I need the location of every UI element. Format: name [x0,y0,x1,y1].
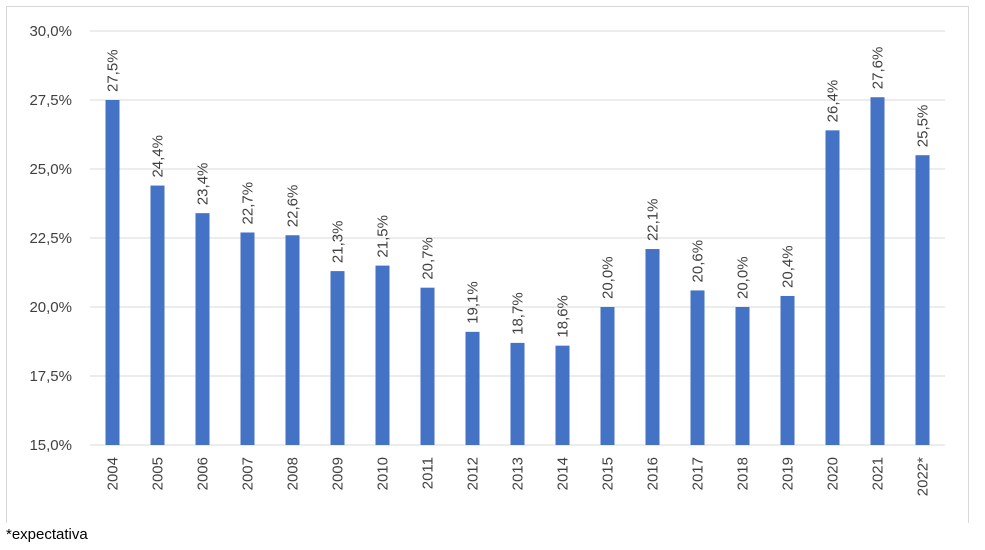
x-tick-label: 2007 [240,457,257,490]
bar [150,185,165,445]
y-tick-label: 22,5% [29,230,72,247]
y-tick-label: 15,0% [29,437,72,454]
y-tick-label: 17,5% [29,368,72,385]
x-tick-label: 2006 [195,457,212,490]
bar [330,271,345,445]
x-tick-label: 2013 [510,457,527,490]
x-tick-label: 2005 [150,457,167,490]
x-tick-label: 2019 [780,457,797,490]
footnote: *expectativa [6,526,88,543]
bar [195,213,210,445]
x-tick-label: 2012 [465,457,482,490]
data-label: 20,0% [600,256,617,299]
x-tick-label: 2022* [915,457,932,496]
y-tick-label: 27,5% [29,92,72,109]
bar [105,100,120,445]
data-label: 22,1% [645,198,662,241]
data-label: 19,1% [465,281,482,324]
x-tick-label: 2015 [600,457,617,490]
x-tick-label: 2008 [285,457,302,490]
data-label: 21,5% [375,215,392,258]
bar [420,287,435,445]
data-label: 21,3% [330,221,347,264]
x-tick-label: 2011 [420,457,437,489]
bar [600,307,615,445]
data-label: 20,7% [420,237,437,280]
x-tick-label: 2014 [555,457,572,490]
data-label: 26,4% [825,80,842,123]
bar [735,307,750,445]
bar [825,130,840,446]
y-tick-label: 25,0% [29,161,72,178]
y-tick-label: 20,0% [29,299,72,316]
bar [870,97,885,446]
bar [465,331,480,445]
y-tick-label: 30,0% [29,23,72,40]
x-tick-label: 2021 [870,457,887,490]
data-label: 25,5% [915,105,932,148]
x-tick-label: 2004 [105,457,122,490]
data-label: 22,6% [285,185,302,228]
data-label: 18,6% [555,295,572,338]
bar [915,155,930,445]
data-label: 18,7% [510,292,527,335]
x-tick-label: 2009 [330,457,347,490]
data-label: 27,6% [870,47,887,90]
bar [645,249,660,445]
bar [510,342,525,445]
bar [780,295,795,445]
bar [375,265,390,445]
x-tick-label: 2020 [825,457,842,490]
bar [240,232,255,445]
bar [285,235,300,445]
x-tick-label: 2018 [735,457,752,490]
data-label: 20,4% [780,245,797,288]
bar [555,345,570,445]
data-label: 20,0% [735,256,752,299]
data-label: 24,4% [150,135,167,178]
x-tick-label: 2016 [645,457,662,490]
x-tick-label: 2010 [375,457,392,490]
chart-frame [6,6,969,523]
x-tick-label: 2017 [690,457,707,490]
data-label: 27,5% [105,49,122,92]
data-label: 20,6% [690,240,707,283]
bar [690,290,705,445]
data-label: 23,4% [195,163,212,206]
bar-chart: 15,0% 17,5% 20,0% 22,5% 25,0% 27,5% 30,0% 27,5%… [29,23,945,496]
data-label: 22,7% [240,182,257,225]
